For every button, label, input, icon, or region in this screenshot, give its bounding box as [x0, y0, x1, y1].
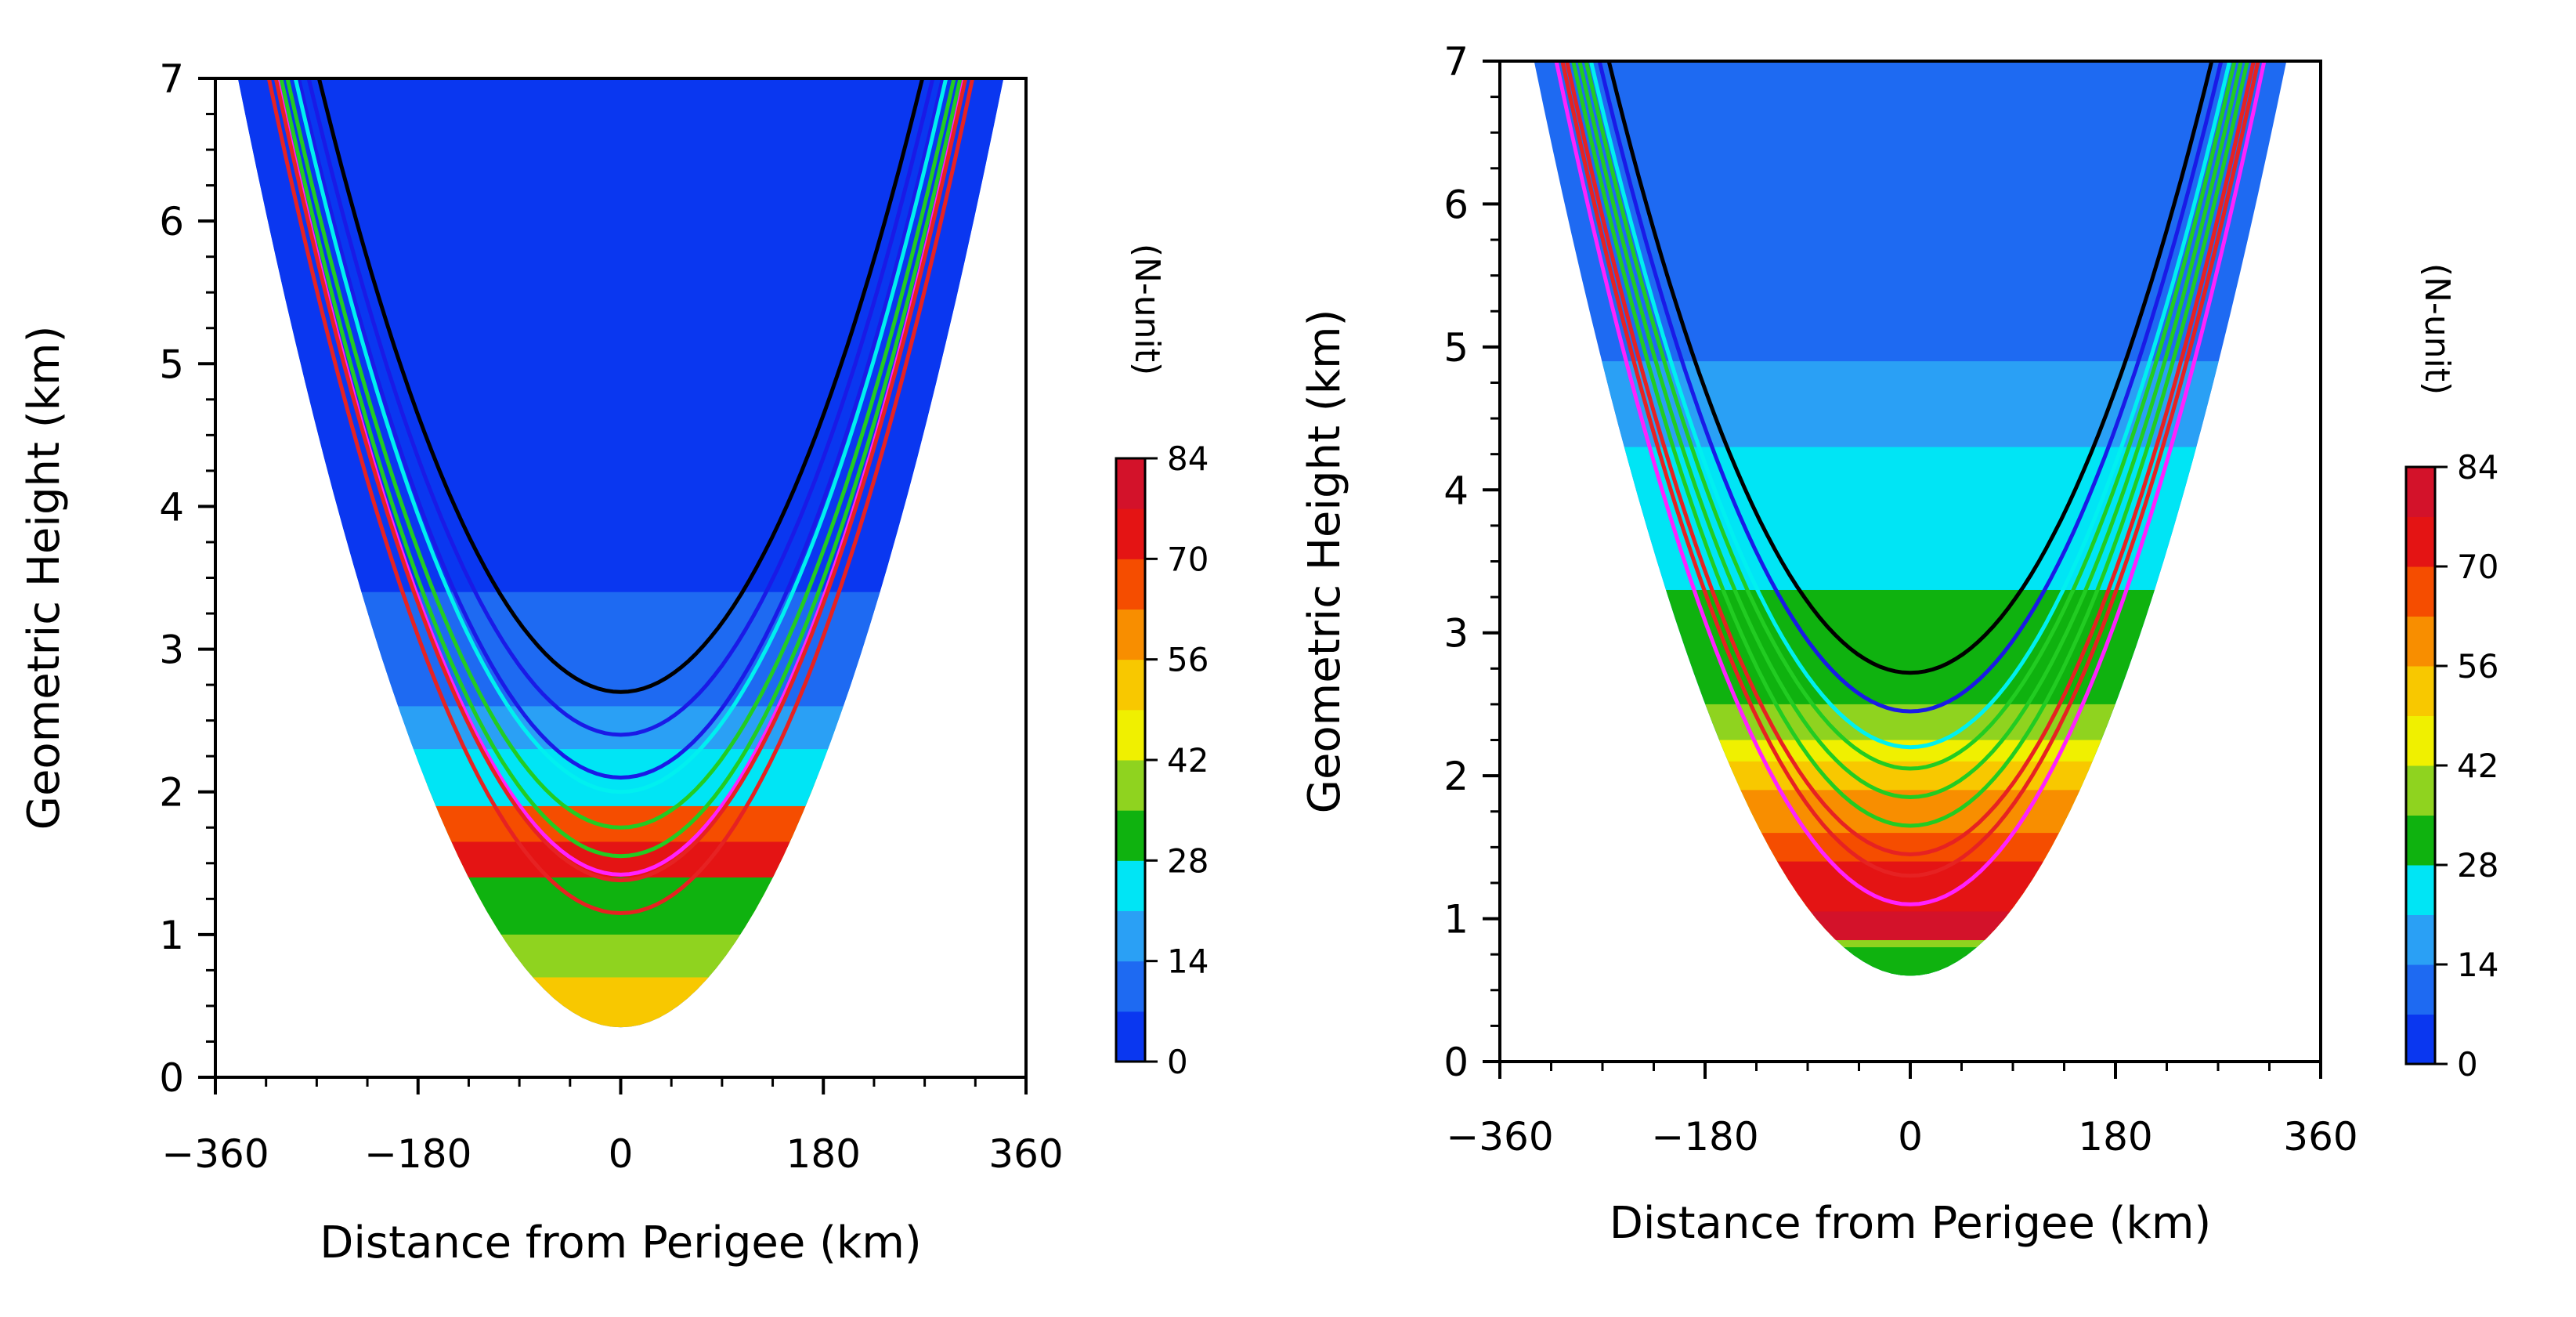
colorbar-segment — [2406, 964, 2435, 1015]
y-tick-label: 1 — [159, 913, 184, 958]
ray-path — [1571, 60, 2249, 828]
colorbar-tick-label: 84 — [1167, 440, 1209, 478]
ray-path — [1565, 60, 2256, 857]
colorbar-segment — [1116, 609, 1145, 660]
colorbar-segment — [1116, 458, 1145, 509]
x-tick-label: −360 — [1446, 1114, 1553, 1160]
ray-path — [285, 78, 956, 830]
colorbar-segment — [2406, 914, 2435, 965]
ray-path — [273, 78, 968, 883]
y-tick-label: 2 — [1443, 754, 1469, 799]
y-axis-title: Geometric Height (km) — [19, 326, 70, 830]
ray-path — [306, 78, 935, 737]
y-axis-title: Geometric Height (km) — [1299, 309, 1350, 814]
colorbar-tick-label: 56 — [2457, 647, 2498, 686]
colorbar-tick-label: 84 — [2457, 448, 2498, 487]
y-tick-label: 5 — [1443, 325, 1469, 371]
y-tick-label: 0 — [1443, 1040, 1469, 1085]
y-tick-label: 7 — [159, 56, 184, 102]
colorbar-segment — [1116, 810, 1145, 861]
colorbar-tick-label: 28 — [2457, 846, 2498, 885]
colorbar: 0 14 28 42 56 70 84 (N-unit) — [1115, 244, 1209, 1081]
x-tick-label: 180 — [2078, 1114, 2152, 1160]
colorbar-segment — [2406, 1014, 2435, 1065]
colorbar-segment — [2406, 765, 2435, 816]
x-tick-label: 360 — [988, 1131, 1063, 1177]
ray-path — [1597, 60, 2224, 714]
x-axis-title: Distance from Perigee (km) — [1610, 1198, 2212, 1249]
x-tick-label: 0 — [609, 1131, 634, 1177]
colorbar-segment — [1116, 709, 1145, 761]
colorbar-segment — [1116, 910, 1145, 962]
ray-path — [1577, 60, 2243, 800]
colorbar-segment — [2406, 566, 2435, 617]
ray-path — [1606, 60, 2214, 675]
colorbar-segment — [1116, 659, 1145, 711]
y-tick-label: 3 — [159, 628, 184, 673]
colorbar-tick-label: 0 — [1167, 1043, 1188, 1081]
ray-path — [1584, 60, 2237, 771]
y-tick-label: 7 — [1443, 39, 1469, 85]
contour-band — [1534, 911, 2287, 940]
ray-path — [293, 78, 948, 794]
ray-path — [1588, 60, 2232, 750]
colorbar-segment — [1116, 508, 1145, 559]
y-tick-label: 6 — [159, 199, 184, 244]
ray-path — [296, 78, 945, 780]
colorbar-segment — [1116, 760, 1145, 811]
x-tick-label: −180 — [364, 1131, 471, 1177]
colorbar: 0 14 28 42 56 70 84 (N-unit) — [2404, 263, 2498, 1084]
colorbar-tick-label: 14 — [2457, 946, 2498, 984]
colorbar-tick-label: 70 — [2457, 548, 2498, 586]
contour-band — [237, 841, 1004, 877]
colorbar-segment — [1116, 860, 1145, 911]
colorbar-tick-label: 14 — [1167, 943, 1209, 981]
colorbar-tick-label: 42 — [2457, 747, 2498, 785]
colorbar-segment — [1116, 1011, 1145, 1062]
colorbar-segment — [2406, 865, 2435, 915]
y-tick-label: 3 — [1443, 611, 1469, 657]
y-tick-label: 1 — [1443, 897, 1469, 943]
colorbar-title: (N-unit) — [2417, 263, 2457, 395]
x-tick-label: 0 — [1898, 1114, 1923, 1160]
colorbar-tick-label: 42 — [1167, 741, 1209, 780]
ray-path — [316, 78, 925, 694]
x-axis-title: Distance from Perigee (km) — [320, 1218, 922, 1268]
colorbar-segment — [2406, 815, 2435, 866]
colorbar-title: (N-unit) — [1127, 244, 1167, 375]
y-tick-label: 0 — [159, 1055, 184, 1101]
colorbar-segment — [2406, 516, 2435, 567]
x-tick-label: 360 — [2283, 1114, 2357, 1160]
ray-path — [266, 78, 975, 916]
y-tick-label: 4 — [159, 484, 184, 530]
y-tick-label: 6 — [1443, 182, 1469, 227]
colorbar-tick-label: 0 — [2457, 1045, 2478, 1084]
x-tick-label: 180 — [786, 1131, 861, 1177]
y-tick-label: 2 — [159, 770, 184, 816]
contour-band — [1534, 950, 2287, 976]
ray-path — [1560, 60, 2260, 878]
colorbar-tick-label: 28 — [1167, 841, 1209, 880]
x-tick-label: −360 — [161, 1131, 269, 1177]
colorbar-tick-label: 56 — [1167, 641, 1209, 679]
colorbar-segment — [2406, 616, 2435, 667]
x-tick-label: −180 — [1651, 1114, 1758, 1160]
ray-path — [279, 78, 963, 859]
colorbar-tick-label: 70 — [1167, 540, 1209, 578]
colorbar-segment — [1116, 961, 1145, 1012]
y-tick-label: 5 — [159, 342, 184, 387]
colorbar-segment — [2406, 715, 2435, 766]
colorbar-segment — [1116, 559, 1145, 610]
ray-path — [1554, 60, 2267, 906]
colorbar-segment — [2406, 666, 2435, 716]
y-tick-label: 4 — [1443, 468, 1469, 513]
colorbar-segment — [2406, 467, 2435, 517]
